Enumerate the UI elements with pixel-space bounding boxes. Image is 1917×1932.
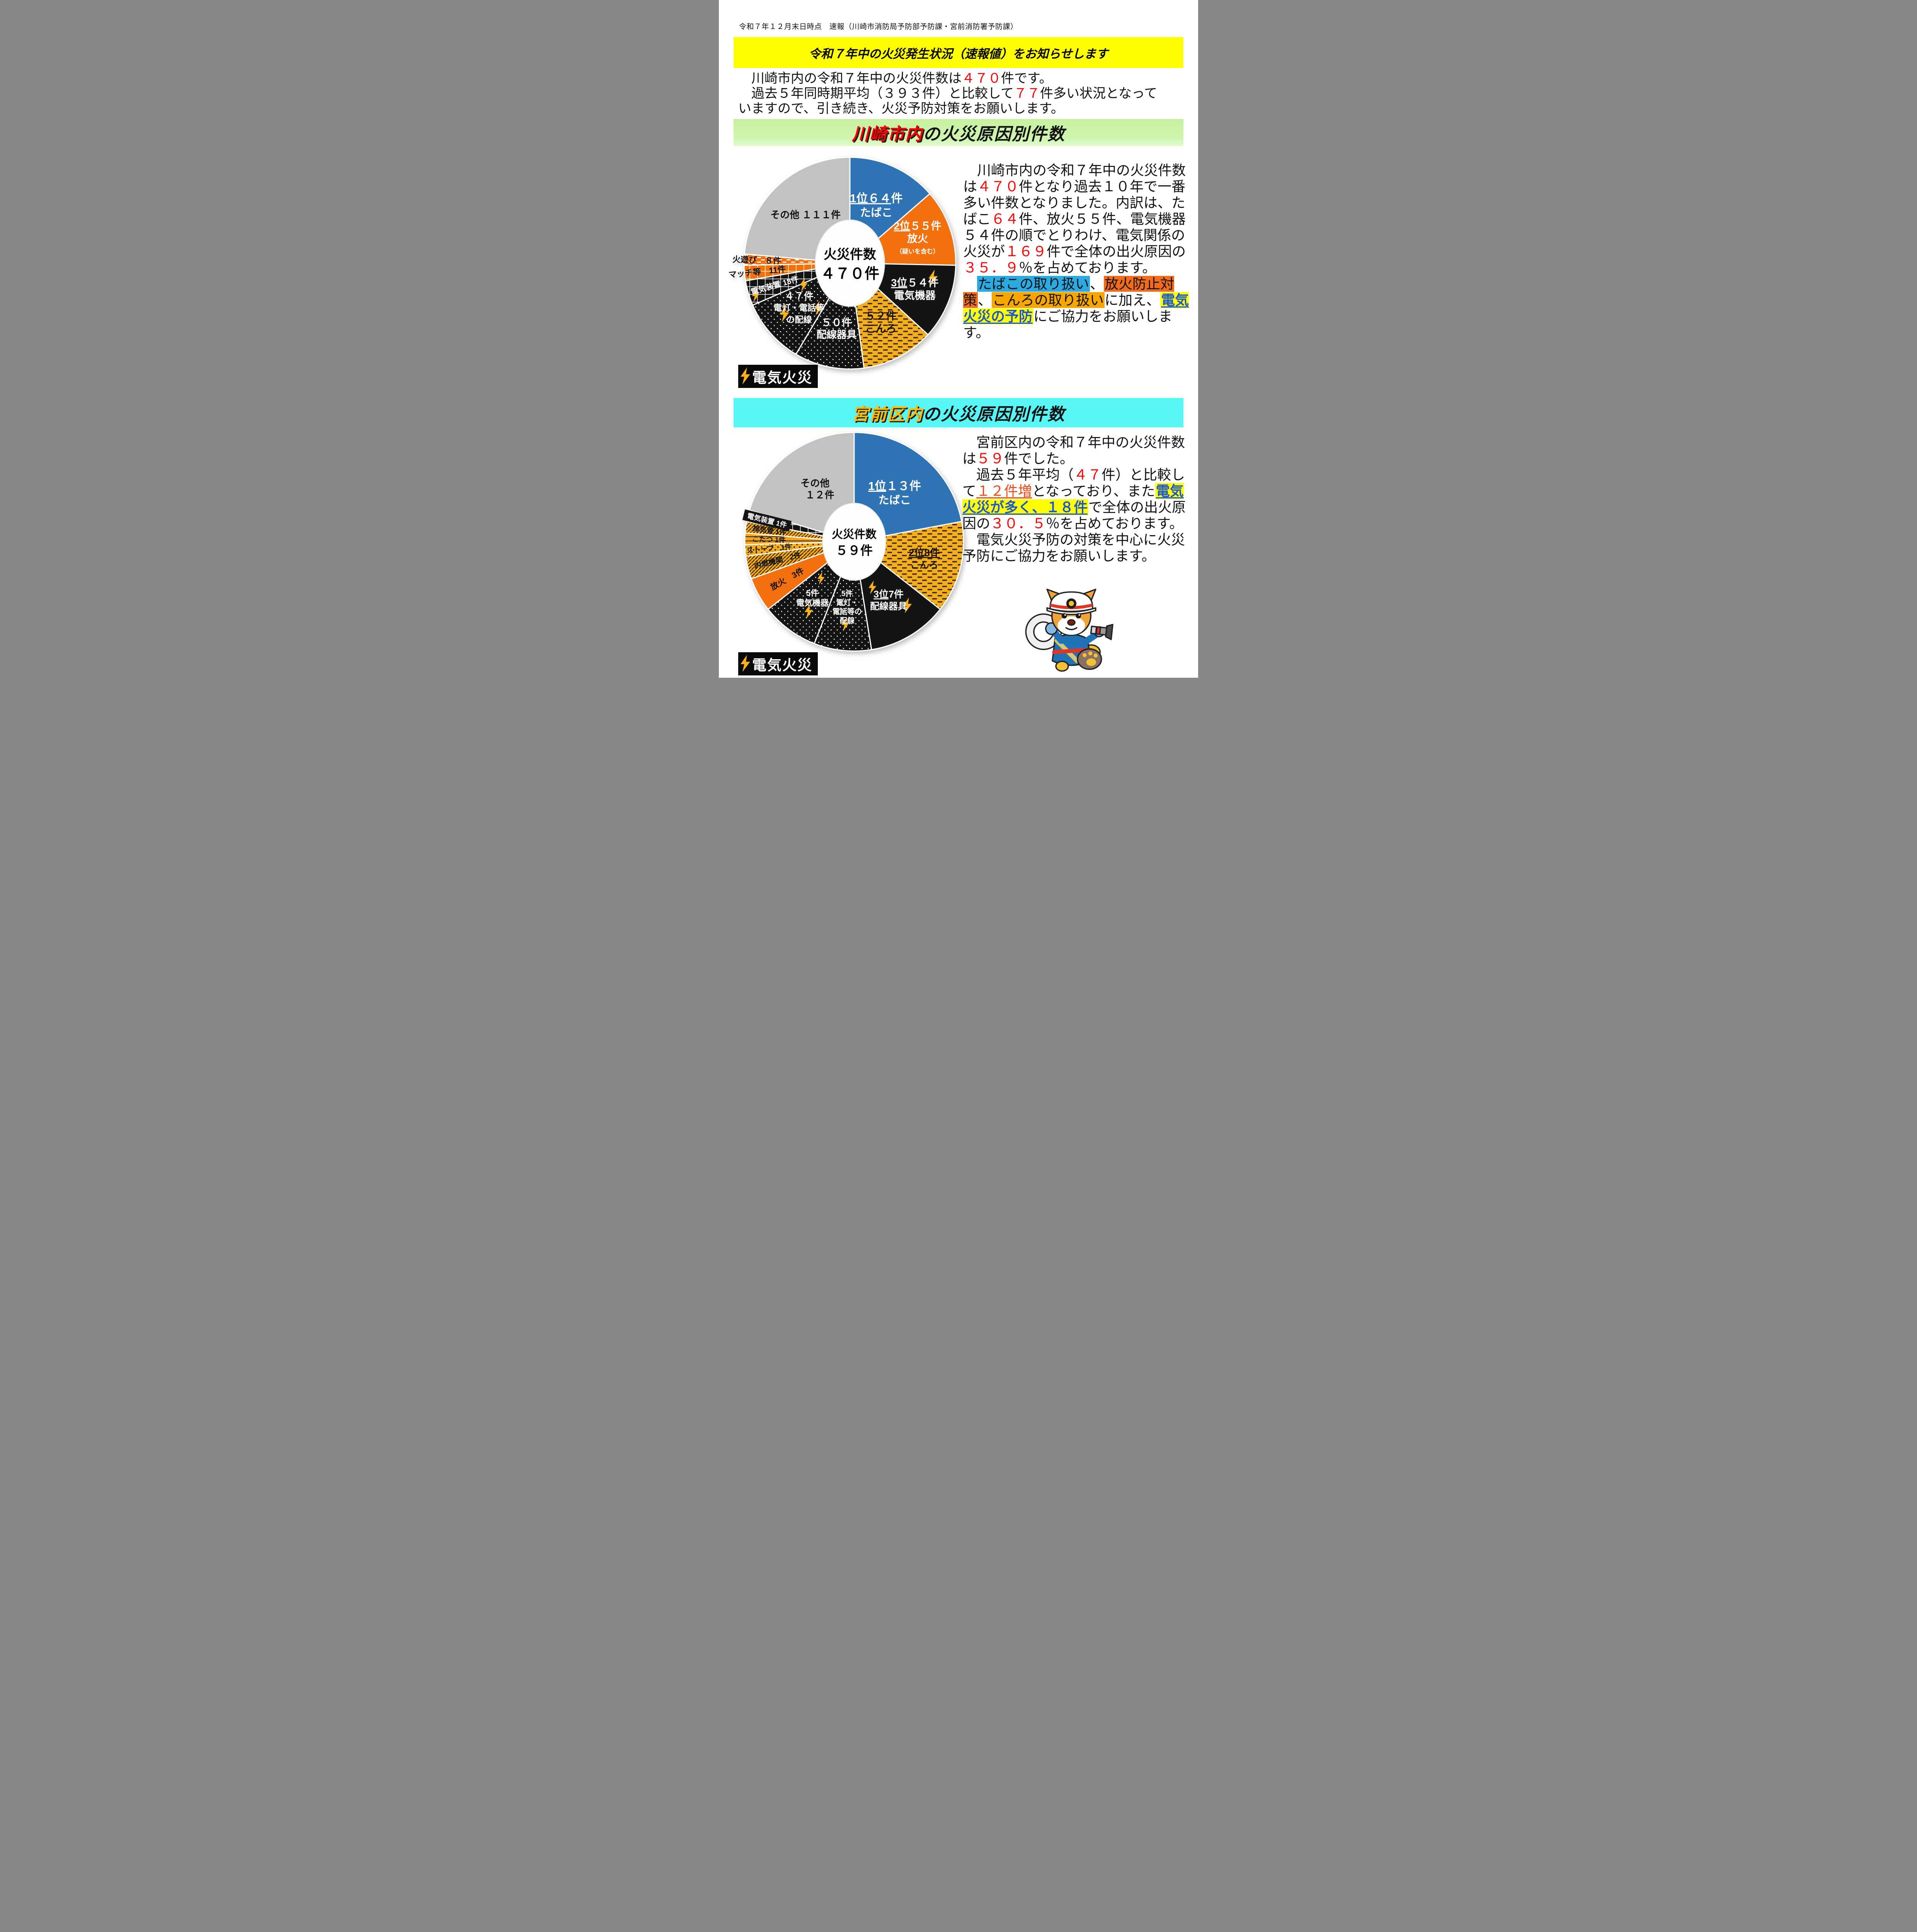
lightning-bolt-icon [741, 367, 750, 385]
electric-fire-badge-1: 電気火災 [738, 365, 818, 388]
helmet-emblem [1069, 600, 1074, 606]
chart-center-label: 火災件数 [832, 528, 877, 541]
pie-segment-tobacco [853, 432, 962, 543]
section1-banner: 川崎市内の火災原因別件数 [734, 119, 1183, 146]
pie-segment-others [749, 432, 855, 543]
intro-paragraph: 川崎市内の令和７年中の火災件数は４７０件です。 過去５年同時期平均（３９３件）と… [738, 71, 1186, 116]
lightning-bolt-icon [841, 617, 850, 631]
chart-center-value: ４７０件 [821, 266, 879, 282]
increase-note: １２件増 [976, 483, 1032, 499]
chart-center-label: 火災件数 [824, 247, 876, 262]
segment-label-wiring-devices: ５０件配線器具 [817, 316, 857, 340]
segment-label-electric-equipment: 3位５４件電気機器 [891, 277, 938, 301]
segment-label-electric-equipment: 5件電気機器 [796, 589, 829, 608]
lightning-bolt-icon [800, 277, 808, 292]
lightning-bolt-icon [752, 289, 759, 302]
lightning-bolt-icon [741, 655, 750, 672]
segment-label-tobacco: 1位６４件たばこ [850, 192, 903, 219]
section2-paragraph: 宮前区内の令和７年中の火災件数は５９件でした。 過去５年平均（４７件）と比較して… [962, 434, 1186, 564]
hose-nozzle [1090, 624, 1113, 640]
section1-title-highlight: 川崎市内 [852, 125, 923, 144]
main-title-banner: 令和７年中の火災発生状況（速報値）をお知らせします [734, 37, 1183, 68]
lightning-bolt-icon [780, 306, 790, 323]
section2-banner: 宮前区内の火災原因別件数 [734, 398, 1183, 427]
donut-hole [822, 503, 886, 581]
lightning-bolt-icon [804, 604, 813, 619]
intro-line-1: 川崎市内の令和７年中の火災件数は４７０件です。 [738, 71, 1052, 86]
section2-title: 宮前区内の火災原因別件数 [852, 405, 1065, 424]
segment-label-wiring-devices: 3位7件配線器具 [870, 589, 907, 612]
main-title: 令和７年中の火災発生状況（速報値）をお知らせします [809, 47, 1108, 61]
segment-label-konro: 2位8件こんろ [909, 547, 940, 571]
segment-label-fire-play: 火遊び ８件 [732, 255, 781, 265]
header-note: 令和７年１２月末日時点 速報（川崎市消防局予防部予防課・宮前消防署予防課） [739, 23, 1018, 31]
donut-hole [815, 219, 885, 307]
segment-label-others: その他 １１１件 [770, 210, 841, 221]
segment-label-others: その他 １２件 [796, 478, 834, 501]
highlight-konro: こんろの取り扱い [992, 292, 1105, 308]
electric-fire-badge-2: 電気火災 [738, 652, 818, 675]
segment-label-kotatsu: こたつ 1件 [752, 535, 786, 544]
intro-line-3: いますので、引き続き、火災予防対策をお願いします。 [738, 101, 1064, 116]
highlight-tobacco: たばこの取り扱い [977, 276, 1090, 292]
segment-label-arson: 2位５５件放火（疑いを含む） [894, 220, 941, 255]
section1-paragraph: 川崎市内の令和７年中の火災件数は４７０件となり過去１０年で一番多い件数となりまし… [963, 162, 1189, 340]
lightning-bolt-icon [868, 580, 877, 595]
intro-line-2: 過去５年同時期平均（３９３件）と比較して７７件多い状況となって [738, 86, 1158, 101]
segment-label-lamp-telephone-wiring: ４７件電灯・電話等の配線 [773, 291, 824, 325]
segment-label-konro: ５２件こんろ [865, 310, 896, 335]
segment-label-tobacco: 1位１３件たばこ [868, 480, 921, 506]
lightning-bolt-icon [903, 597, 912, 614]
segment-label-lamp-telephone-wiring: 5件電灯・電話等の配線 [833, 589, 862, 625]
flyer-page: 令和７年１２月末日時点 速報（川崎市消防局予防部予防課・宮前消防署予防課） 令和… [719, 0, 1198, 678]
lightning-bolt-icon [928, 269, 938, 286]
chart-center-value: ５９件 [836, 544, 873, 558]
lightning-bolt-icon [817, 571, 825, 585]
section1-title: 川崎市内の火災原因別件数 [852, 125, 1065, 144]
segment-label-bg [742, 509, 792, 532]
red-number: ７７ [1013, 86, 1040, 101]
section2-title-highlight: 宮前区内 [852, 405, 923, 424]
firefighter-dog-mascot [1025, 588, 1113, 672]
lightning-bolt-icon [814, 301, 822, 316]
red-number: ４７０ [962, 71, 1001, 86]
